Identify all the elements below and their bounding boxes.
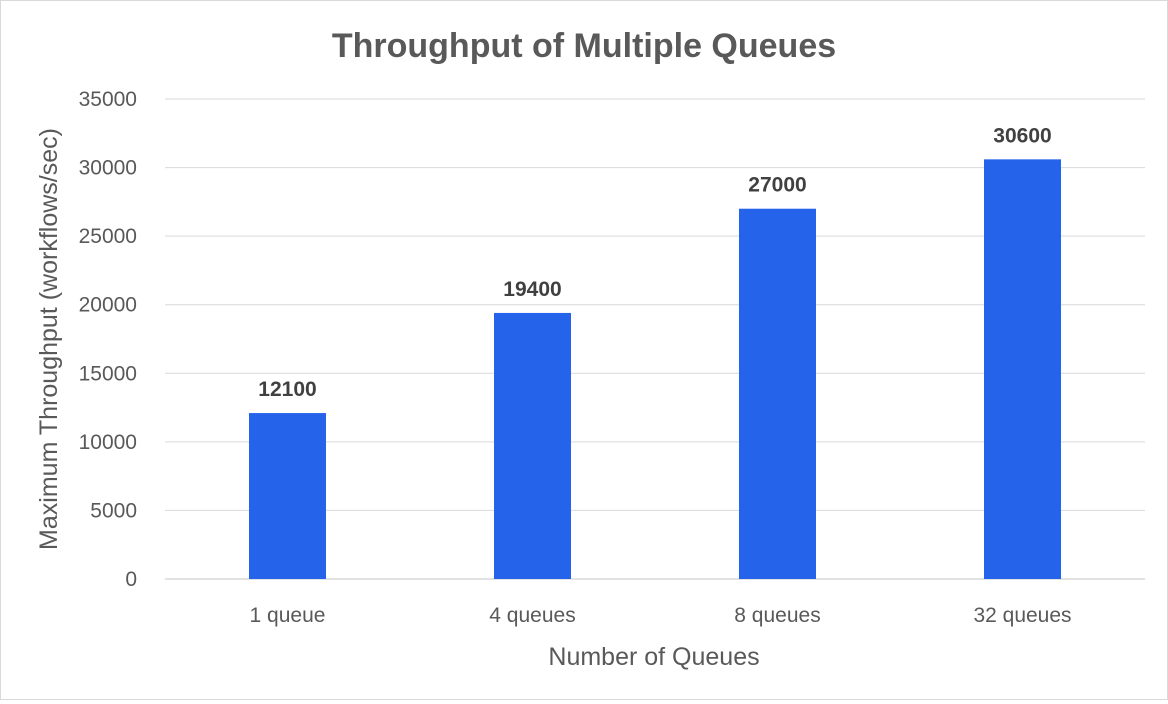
data-label: 12100	[258, 378, 316, 401]
bars	[249, 159, 1061, 580]
gridlines	[165, 98, 1145, 580]
y-axis-label: Maximum Throughput (workflows/sec)	[35, 128, 63, 550]
data-label: 19400	[503, 278, 561, 301]
bar-32-queues	[984, 159, 1061, 580]
y-tick-label: 15000	[79, 362, 137, 385]
bar-1-queue	[249, 413, 326, 579]
data-labels: 12100 19400 27000 30600	[258, 124, 1051, 401]
chart-title: Throughput of Multiple Queues	[332, 27, 836, 65]
x-tick-label: 1 queue	[250, 604, 326, 627]
y-tick-label: 20000	[79, 294, 137, 317]
x-tick-label: 8 queues	[734, 604, 820, 627]
x-tick-label: 4 queues	[489, 604, 575, 627]
y-axis-ticks: 0 5000 10000 15000 20000 25000 30000 35000	[79, 88, 137, 591]
x-tick-label: 32 queues	[973, 604, 1071, 627]
y-tick-label: 10000	[79, 431, 137, 454]
bar-4-queues	[494, 312, 571, 579]
data-label: 27000	[748, 174, 806, 197]
y-tick-label: 5000	[90, 499, 137, 522]
data-label: 30600	[993, 124, 1051, 147]
y-tick-label: 35000	[79, 88, 137, 111]
x-axis-ticks: 1 queue 4 queues 8 queues 32 queues	[250, 604, 1072, 627]
y-tick-label: 0	[125, 568, 137, 591]
bar-8-queues	[739, 208, 816, 579]
y-tick-label: 25000	[79, 225, 137, 248]
x-axis-label: Number of Queues	[548, 643, 759, 671]
y-tick-label: 30000	[79, 157, 137, 180]
